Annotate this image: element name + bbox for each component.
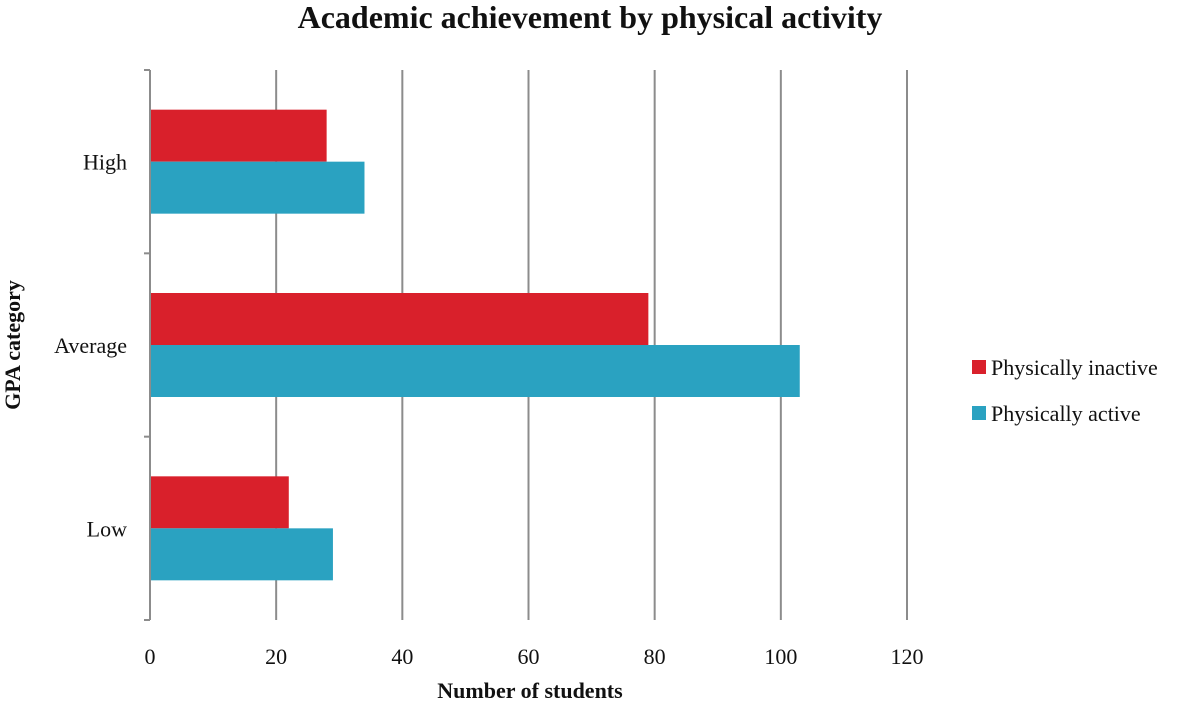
x-tick-label: 80	[644, 644, 666, 669]
y-axis-title: GPA category	[0, 280, 25, 410]
x-tick-label: 100	[764, 644, 797, 669]
bar-low-physically-active	[150, 528, 333, 581]
axes	[144, 69, 151, 621]
legend-swatch	[972, 406, 986, 420]
bar-high-physically-active	[150, 161, 365, 214]
bar-high-physically-inactive	[150, 109, 327, 162]
legend-label: Physically active	[991, 401, 1141, 426]
y-tick-label: High	[83, 150, 127, 175]
x-tick-label: 20	[265, 644, 287, 669]
bar-average-physically-active	[150, 345, 800, 397]
legend-label: Physically inactive	[991, 355, 1158, 380]
y-tick-label: Low	[87, 516, 127, 541]
x-tick-label: 60	[518, 644, 540, 669]
bars	[150, 109, 800, 581]
x-tick-labels: 0 20 40 60 80 100 120	[145, 644, 924, 669]
bar-low-physically-inactive	[150, 476, 289, 529]
bar-average-physically-inactive	[150, 293, 649, 345]
x-tick-label: 40	[391, 644, 413, 669]
y-tick-labels: Low Average High	[54, 150, 127, 542]
legend: Physically inactive Physically active	[972, 355, 1158, 426]
chart-title: Academic achievement by physical activit…	[298, 0, 883, 35]
legend-swatch	[972, 360, 986, 374]
x-axis-title: Number of students	[437, 678, 623, 702]
x-tick-label: 0	[145, 644, 156, 669]
x-tick-label: 120	[891, 644, 924, 669]
y-tick-label: Average	[54, 333, 127, 358]
